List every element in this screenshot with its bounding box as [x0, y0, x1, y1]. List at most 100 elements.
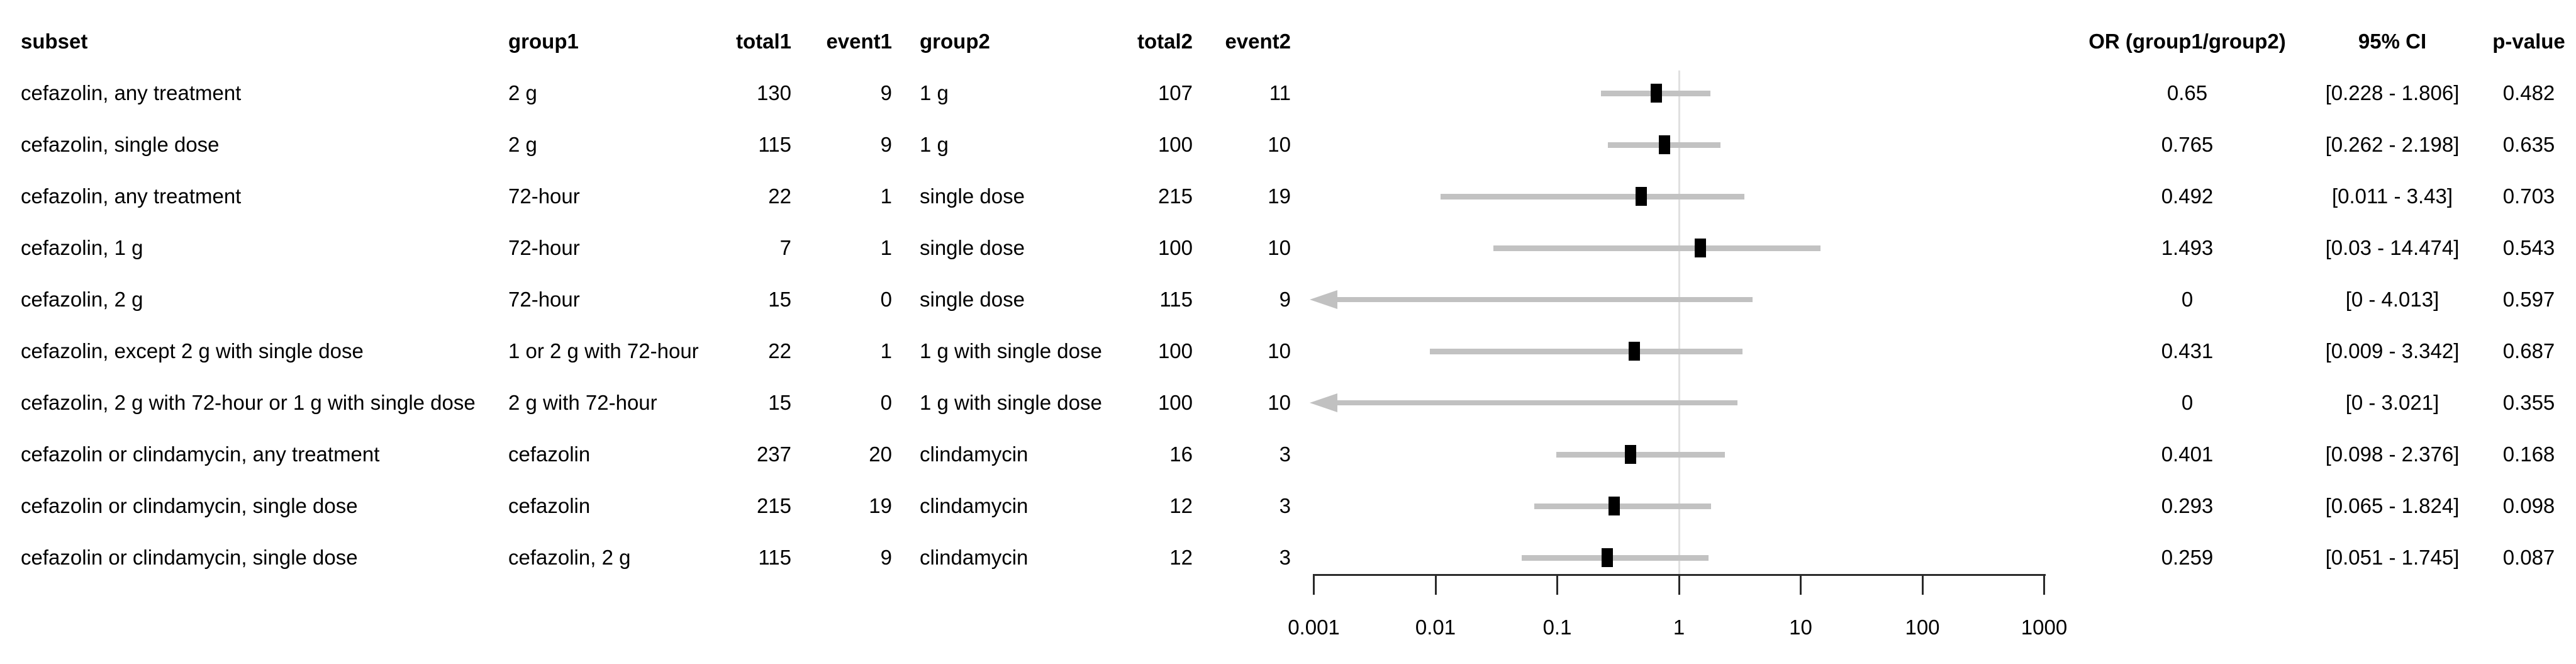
cell-p: 0.543	[2502, 236, 2555, 259]
or-marker	[1608, 497, 1620, 515]
cell-group1: 2 g	[508, 81, 537, 104]
cell-p: 0.355	[2502, 391, 2555, 414]
ci-bar	[1534, 503, 1711, 509]
cell-subset: cefazolin or clindamycin, single dose	[21, 494, 358, 517]
cell-group2: clindamycin	[920, 494, 1029, 517]
cell-total1: 15	[768, 391, 791, 414]
cell-event1: 19	[869, 494, 892, 517]
cell-total1: 22	[768, 184, 791, 208]
cell-or: 0	[2181, 391, 2194, 414]
ci-bar	[1493, 245, 1820, 251]
left-arrow-tail	[1332, 297, 1753, 302]
table-row: cefazolin, except 2 g with single dose 1 …	[0, 325, 2576, 377]
axis-tick	[1556, 574, 1558, 595]
table-row: cefazolin or clindamycin, single dose cef…	[0, 532, 2576, 583]
cell-group2: clindamycin	[920, 546, 1029, 569]
cell-subset: cefazolin, any treatment	[21, 81, 242, 104]
ci-bar	[1556, 451, 1725, 458]
cell-event1: 1	[880, 236, 892, 259]
axis-tick	[1678, 574, 1680, 595]
cell-group1: 1 or 2 g with 72-hour	[508, 339, 699, 363]
cell-event2: 3	[1279, 442, 1291, 466]
table-row: cefazolin, single dose 2 g 115 9 1 g 100 10 0.7…	[0, 119, 2576, 171]
cell-event2: 19	[1268, 184, 1291, 208]
col-header-subset: subset	[21, 30, 88, 53]
cell-group1: 2 g	[508, 133, 537, 156]
or-marker	[1650, 84, 1662, 103]
axis-tick-label: 0.1	[1542, 616, 1572, 639]
cell-p: 0.703	[2502, 184, 2555, 208]
table-row: cefazolin or clindamycin, single dose cef…	[0, 480, 2576, 532]
cell-group2: single dose	[920, 236, 1025, 259]
cell-p: 0.087	[2502, 546, 2555, 569]
left-arrow-head	[1310, 290, 1337, 309]
ci-bar	[1441, 193, 1744, 200]
cell-ci: [0.009 - 3.342]	[2325, 339, 2460, 363]
cell-total1: 115	[758, 546, 791, 569]
cell-total1: 7	[779, 236, 791, 259]
cell-total2: 107	[1157, 81, 1193, 104]
cell-group2: single dose	[920, 184, 1025, 208]
cell-total1: 22	[768, 339, 791, 363]
cell-subset: cefazolin, single dose	[21, 133, 220, 156]
cell-subset: cefazolin, 2 g with 72-hour or 1 g with …	[21, 391, 476, 414]
cell-p: 0.597	[2502, 288, 2555, 311]
ci-bar	[1430, 348, 1743, 354]
cell-or: 0	[2181, 288, 2194, 311]
cell-event1: 9	[880, 81, 892, 104]
col-header-ci: 95% CI	[2358, 30, 2427, 53]
cell-ci: [0 - 3.021]	[2345, 391, 2439, 414]
cell-ci: [0.098 - 2.376]	[2325, 442, 2460, 466]
cell-total1: 115	[758, 133, 791, 156]
cell-total2: 100	[1157, 236, 1193, 259]
cell-group2: single dose	[920, 288, 1025, 311]
cell-ci: [0.262 - 2.198]	[2325, 133, 2460, 156]
or-marker	[1694, 239, 1706, 257]
cell-total1: 130	[756, 81, 791, 104]
cell-group1: cefazolin	[508, 494, 591, 517]
cell-event2: 10	[1268, 133, 1291, 156]
col-header-group2: group2	[920, 30, 990, 53]
cell-ci: [0.065 - 1.824]	[2325, 494, 2460, 517]
cell-subset: cefazolin, 2 g	[21, 288, 143, 311]
cell-total2: 12	[1169, 546, 1193, 569]
table-row: cefazolin, 1 g 72-hour 7 1 single dose 100 10 1…	[0, 222, 2576, 274]
axis-tick	[1921, 574, 1924, 595]
cell-group2: 1 g	[920, 81, 949, 104]
cell-subset: cefazolin, 1 g	[21, 236, 143, 259]
cell-event2: 9	[1279, 288, 1291, 311]
cell-group2: clindamycin	[920, 442, 1029, 466]
or-marker	[1636, 187, 1648, 206]
cell-p: 0.687	[2502, 339, 2555, 363]
cell-p: 0.168	[2502, 442, 2555, 466]
table-row: cefazolin, 2 g 72-hour 15 0 single dose 115 9 0…	[0, 274, 2576, 325]
cell-event2: 11	[1269, 81, 1291, 104]
cell-event2: 10	[1268, 339, 1291, 363]
cell-or: 1.493	[2161, 236, 2214, 259]
axis-tick	[1800, 574, 1802, 595]
cell-total2: 100	[1157, 391, 1193, 414]
cell-total2: 16	[1169, 442, 1193, 466]
cell-group2: 1 g	[920, 133, 949, 156]
cell-event1: 0	[880, 391, 892, 414]
ci-bar	[1521, 554, 1709, 561]
cell-or: 0.765	[2161, 133, 2214, 156]
cell-subset: cefazolin, except 2 g with single dose	[21, 339, 364, 363]
cell-group1: 72-hour	[508, 236, 580, 259]
axis-tick-label: 0.001	[1288, 616, 1340, 639]
cell-or: 0.293	[2161, 494, 2214, 517]
cell-event1: 20	[869, 442, 892, 466]
cell-ci: [0.011 - 3.43]	[2331, 184, 2453, 208]
cell-event1: 1	[880, 184, 892, 208]
cell-total2: 12	[1169, 494, 1193, 517]
cell-group1: 72-hour	[508, 288, 580, 311]
col-header-group1: group1	[508, 30, 579, 53]
cell-group2: 1 g with single dose	[920, 339, 1102, 363]
table-row: cefazolin, any treatment 72-hour 22 1 single…	[0, 171, 2576, 222]
or-marker	[1659, 135, 1671, 154]
axis-tick-label: 1	[1673, 616, 1685, 639]
cell-p: 0.482	[2502, 81, 2555, 104]
left-arrow-tail	[1332, 400, 1737, 405]
cell-total2: 100	[1157, 339, 1193, 363]
